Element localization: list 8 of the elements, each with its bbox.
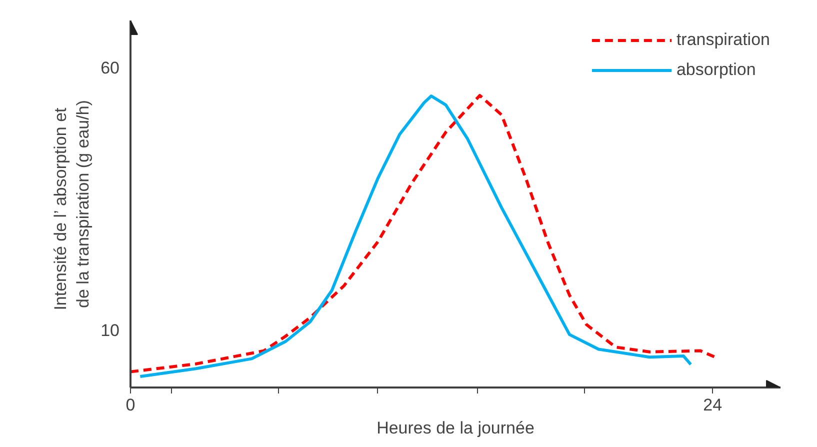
x-tick-label: 0: [126, 396, 136, 414]
y-axis-title: Intensité de l’ absorption et de la transpiration (g eau/h): [50, 100, 93, 310]
x-tick-label: 24: [703, 396, 722, 414]
y-tick-label: 60: [100, 58, 120, 78]
legend-label: transpiration: [676, 30, 770, 50]
y-tick-label: 10: [100, 320, 120, 340]
legend-label: absorption: [676, 60, 756, 80]
x-axis-title: Heures de la journée: [376, 418, 534, 438]
